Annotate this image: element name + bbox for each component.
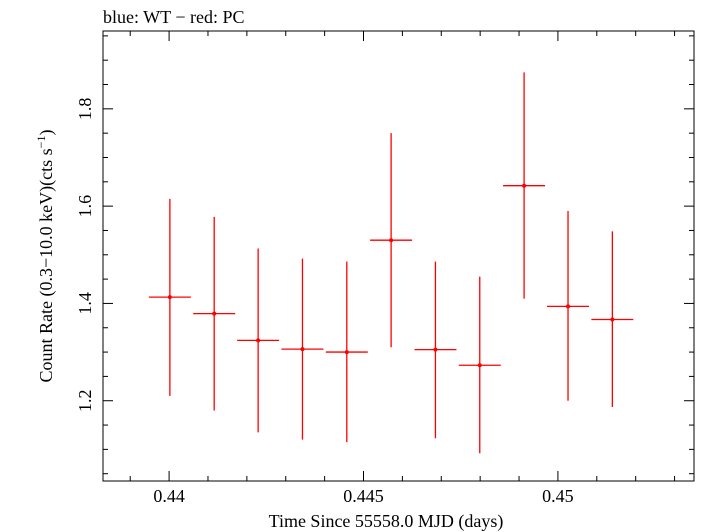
y-axis-label-main: Count Rate (0.3−10.0 keV)(cts s [36, 148, 57, 382]
data-marker [610, 317, 615, 322]
data-marker [477, 363, 482, 368]
y-axis-label: Count Rate (0.3−10.0 keV)(cts s−1) [34, 130, 57, 383]
x-tick-label: 0.445 [343, 486, 384, 506]
data-marker [344, 350, 349, 355]
data-marker [167, 295, 172, 300]
data-marker [522, 183, 527, 188]
chart-title: blue: WT − red: PC [103, 7, 244, 27]
data-series [148, 72, 634, 454]
x-tick-label: 0.44 [153, 486, 185, 506]
y-axis-tick-labels: 1.2 1.4 1.6 1.8 [75, 98, 95, 412]
data-point [281, 258, 324, 440]
data-point [148, 198, 191, 396]
data-marker [389, 238, 394, 243]
data-point [193, 216, 236, 411]
x-axis-label: Time Since 55558.0 MJD (days) [269, 511, 504, 532]
data-point [370, 133, 413, 348]
x-axis-tick-labels: 0.44 0.445 0.45 [153, 486, 573, 506]
y-axis-label-close: ) [36, 130, 57, 136]
data-point [547, 211, 590, 401]
y-axis-label-superscript: −1 [34, 136, 48, 149]
data-marker [566, 304, 571, 309]
data-point [458, 276, 501, 454]
y-tick-label: 1.8 [75, 98, 95, 121]
plot-frame [102, 30, 695, 482]
x-tick-label: 0.45 [542, 486, 574, 506]
data-marker [300, 347, 305, 352]
data-marker [212, 311, 217, 316]
data-marker [433, 347, 438, 352]
y-axis-ticks [103, 35, 694, 475]
data-point [414, 261, 457, 439]
y-tick-label: 1.2 [75, 389, 95, 412]
x-axis-ticks [129, 31, 676, 481]
data-point [503, 72, 546, 299]
y-tick-label: 1.4 [75, 292, 95, 315]
data-point [591, 231, 634, 408]
y-tick-label: 1.6 [75, 195, 95, 218]
data-marker [256, 338, 261, 343]
data-point [237, 248, 280, 433]
data-point [325, 261, 368, 443]
